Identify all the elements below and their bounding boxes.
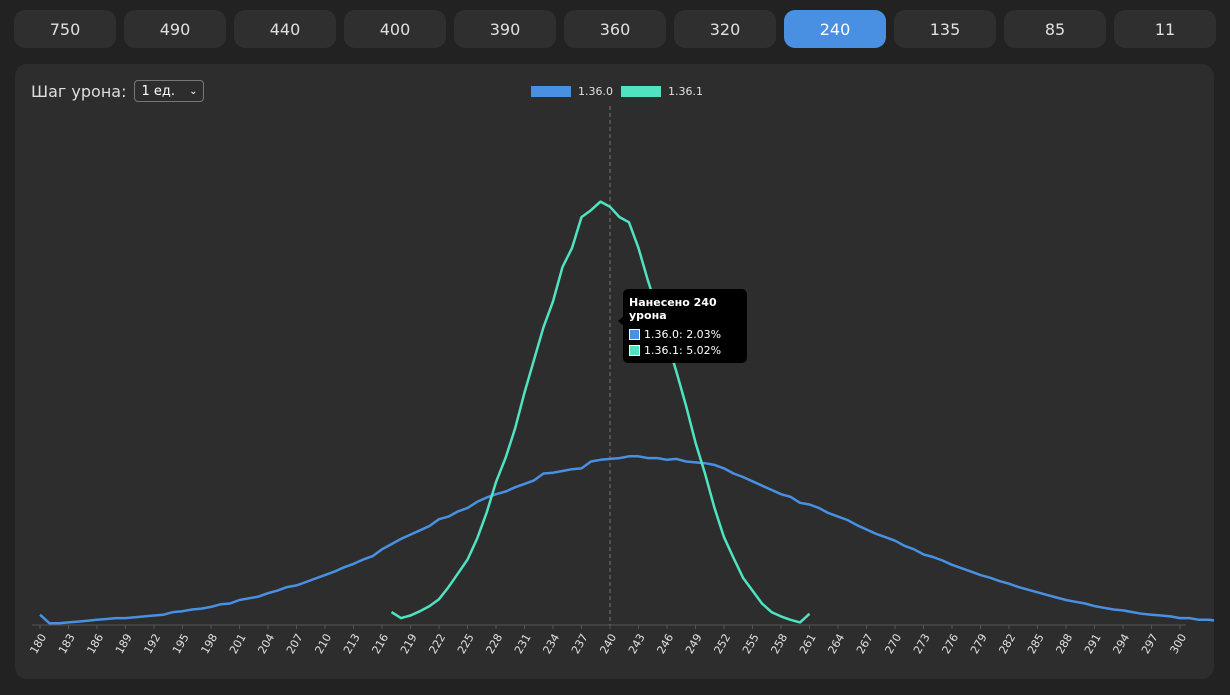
x-tick-label-273: 273 (911, 632, 933, 657)
x-tick-label-183: 183 (56, 632, 78, 657)
chevron-down-icon: ⌄ (189, 85, 198, 97)
tab-440[interactable]: 440 (234, 10, 336, 48)
tab-240[interactable]: 240 (784, 10, 886, 48)
x-tick-label-270: 270 (882, 632, 904, 657)
chart-tooltip: Нанесено 240 урона 1.36.0: 2.03% 1.36.1:… (623, 289, 747, 363)
tab-390[interactable]: 390 (454, 10, 556, 48)
x-tick-label-240: 240 (597, 632, 619, 657)
x-tick-label-234: 234 (540, 632, 562, 657)
tooltip-pointer (618, 316, 624, 326)
x-tick-label-276: 276 (939, 632, 961, 657)
x-tick-label-279: 279 (968, 632, 990, 657)
tooltip-row-1.36.1: 1.36.1: 5.02% (629, 344, 741, 357)
tab-11[interactable]: 11 (1114, 10, 1216, 48)
x-tick-label-186: 186 (84, 632, 106, 657)
legend-swatch-1.36.1 (621, 86, 661, 97)
x-tick-label-264: 264 (825, 632, 847, 657)
x-tick-label-246: 246 (654, 632, 676, 657)
x-tick-label-297: 297 (1139, 632, 1161, 657)
x-tick-label-294: 294 (1110, 632, 1132, 657)
x-tick-label-261: 261 (797, 632, 819, 657)
x-tick-label-291: 291 (1082, 632, 1104, 657)
x-tick-label-231: 231 (512, 632, 534, 657)
tab-85[interactable]: 85 (1004, 10, 1106, 48)
x-tick-label-249: 249 (683, 632, 705, 657)
x-tick-label-228: 228 (483, 632, 505, 657)
x-tick-label-285: 285 (1025, 632, 1047, 657)
tooltip-title: Нанесено 240 урона (629, 296, 717, 322)
x-tick-label-252: 252 (711, 632, 733, 657)
tooltip-row-1.36.0: 1.36.0: 2.03% (629, 328, 741, 341)
damage-step-value: 1 ед. (141, 83, 176, 99)
x-tick-label-213: 213 (341, 632, 363, 657)
tooltip-value-1.36.0: 1.36.0: 2.03% (644, 328, 722, 341)
x-tick-label-267: 267 (854, 632, 876, 657)
tooltip-swatch-1.36.1 (629, 345, 640, 356)
damage-step-select[interactable]: 1 ед. ⌄ (134, 80, 205, 102)
x-tick-label-237: 237 (569, 632, 591, 657)
x-tick-label-282: 282 (996, 632, 1018, 657)
x-tick-label-201: 201 (227, 632, 249, 657)
x-tick-label-198: 198 (198, 632, 220, 657)
x-tick-label-204: 204 (255, 632, 277, 657)
x-tick-label-255: 255 (740, 632, 762, 657)
damage-step-label: Шаг урона: (31, 81, 127, 101)
damage-step-control: Шаг урона: 1 ед. ⌄ (31, 79, 205, 103)
x-tick-label-300: 300 (1167, 632, 1189, 657)
legend-label-1.36.0: 1.36.0 (578, 85, 613, 98)
legend-label-1.36.1: 1.36.1 (668, 85, 703, 98)
x-tick-label-243: 243 (626, 632, 648, 657)
tooltip-value-1.36.1: 1.36.1: 5.02% (644, 344, 722, 357)
x-tick-label-288: 288 (1053, 632, 1075, 657)
value-tabs: 750 490 440 400 390 360 320 240 135 85 1… (14, 10, 1216, 48)
x-tick-label-258: 258 (768, 632, 790, 657)
tab-320[interactable]: 320 (674, 10, 776, 48)
x-tick-label-192: 192 (141, 632, 163, 657)
tab-750[interactable]: 750 (14, 10, 116, 48)
x-tick-label-225: 225 (455, 632, 477, 657)
chart-panel: 180 183 186 189 192 195 198 201 204 207 210 213 216 2… (15, 64, 1214, 679)
x-tick-label-189: 189 (113, 632, 135, 657)
x-tick-label-210: 210 (312, 632, 334, 657)
tab-360[interactable]: 360 (564, 10, 666, 48)
tab-135[interactable]: 135 (894, 10, 996, 48)
x-tick-label-222: 222 (426, 632, 448, 657)
series-line-1.36.0 (39, 455, 1214, 625)
legend-swatch-1.36.0 (531, 86, 571, 97)
x-tick-label-219: 219 (398, 632, 420, 657)
damage-distribution-chart[interactable]: 180 183 186 189 192 195 198 201 204 207 210 213 216 2… (15, 64, 1214, 679)
tooltip-swatch-1.36.0 (629, 329, 640, 340)
x-tick-label-207: 207 (284, 632, 306, 657)
tab-400[interactable]: 400 (344, 10, 446, 48)
x-tick-label-195: 195 (170, 632, 192, 657)
x-tick-label-180: 180 (27, 632, 49, 657)
x-tick-label-216: 216 (369, 632, 391, 657)
tab-490[interactable]: 490 (124, 10, 226, 48)
series-line-1.36.1 (390, 200, 811, 624)
